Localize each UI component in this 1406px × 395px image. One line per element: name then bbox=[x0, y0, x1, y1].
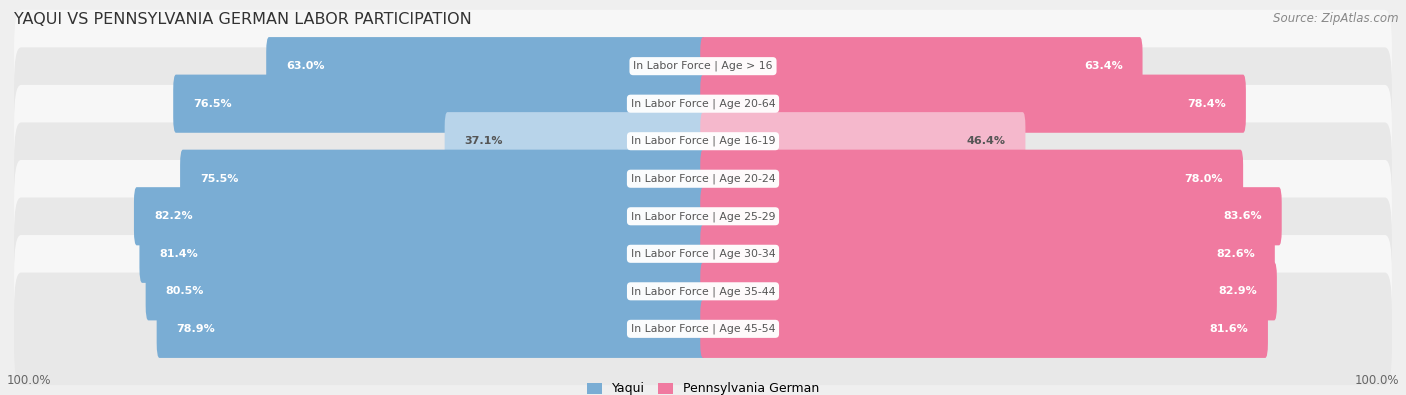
Text: 82.9%: 82.9% bbox=[1218, 286, 1257, 296]
FancyBboxPatch shape bbox=[156, 300, 706, 358]
FancyBboxPatch shape bbox=[700, 150, 1243, 208]
Text: YAQUI VS PENNSYLVANIA GERMAN LABOR PARTICIPATION: YAQUI VS PENNSYLVANIA GERMAN LABOR PARTI… bbox=[14, 12, 472, 27]
FancyBboxPatch shape bbox=[700, 112, 1025, 170]
FancyBboxPatch shape bbox=[14, 47, 1392, 160]
FancyBboxPatch shape bbox=[146, 262, 706, 320]
Text: 100.0%: 100.0% bbox=[1354, 374, 1399, 387]
FancyBboxPatch shape bbox=[14, 235, 1392, 348]
Text: 82.2%: 82.2% bbox=[153, 211, 193, 221]
Text: In Labor Force | Age 35-44: In Labor Force | Age 35-44 bbox=[631, 286, 775, 297]
FancyBboxPatch shape bbox=[14, 198, 1392, 310]
Text: 100.0%: 100.0% bbox=[7, 374, 52, 387]
FancyBboxPatch shape bbox=[444, 112, 706, 170]
Text: 81.6%: 81.6% bbox=[1209, 324, 1249, 334]
Text: 82.6%: 82.6% bbox=[1216, 249, 1254, 259]
FancyBboxPatch shape bbox=[180, 150, 706, 208]
FancyBboxPatch shape bbox=[14, 160, 1392, 273]
FancyBboxPatch shape bbox=[14, 273, 1392, 385]
Text: In Labor Force | Age 20-24: In Labor Force | Age 20-24 bbox=[631, 173, 775, 184]
FancyBboxPatch shape bbox=[700, 187, 1282, 245]
Text: 75.5%: 75.5% bbox=[200, 174, 239, 184]
FancyBboxPatch shape bbox=[700, 75, 1246, 133]
Text: In Labor Force | Age 16-19: In Labor Force | Age 16-19 bbox=[631, 136, 775, 147]
Text: 83.6%: 83.6% bbox=[1223, 211, 1261, 221]
Text: 78.4%: 78.4% bbox=[1187, 99, 1226, 109]
Text: 37.1%: 37.1% bbox=[464, 136, 503, 146]
Text: 63.4%: 63.4% bbox=[1084, 61, 1122, 71]
FancyBboxPatch shape bbox=[14, 85, 1392, 198]
Text: 46.4%: 46.4% bbox=[966, 136, 1005, 146]
FancyBboxPatch shape bbox=[700, 300, 1268, 358]
Text: 80.5%: 80.5% bbox=[166, 286, 204, 296]
Text: Source: ZipAtlas.com: Source: ZipAtlas.com bbox=[1274, 12, 1399, 25]
FancyBboxPatch shape bbox=[173, 75, 706, 133]
FancyBboxPatch shape bbox=[266, 37, 706, 95]
FancyBboxPatch shape bbox=[700, 225, 1275, 283]
Text: 78.0%: 78.0% bbox=[1185, 174, 1223, 184]
Text: In Labor Force | Age > 16: In Labor Force | Age > 16 bbox=[633, 61, 773, 71]
FancyBboxPatch shape bbox=[14, 10, 1392, 122]
Text: 81.4%: 81.4% bbox=[159, 249, 198, 259]
FancyBboxPatch shape bbox=[134, 187, 706, 245]
Text: In Labor Force | Age 45-54: In Labor Force | Age 45-54 bbox=[631, 324, 775, 334]
FancyBboxPatch shape bbox=[14, 122, 1392, 235]
Text: 63.0%: 63.0% bbox=[287, 61, 325, 71]
FancyBboxPatch shape bbox=[700, 37, 1143, 95]
Text: In Labor Force | Age 25-29: In Labor Force | Age 25-29 bbox=[631, 211, 775, 222]
FancyBboxPatch shape bbox=[139, 225, 706, 283]
Text: 78.9%: 78.9% bbox=[177, 324, 215, 334]
Legend: Yaqui, Pennsylvania German: Yaqui, Pennsylvania German bbox=[588, 382, 818, 395]
Text: 76.5%: 76.5% bbox=[193, 99, 232, 109]
FancyBboxPatch shape bbox=[700, 262, 1277, 320]
Text: In Labor Force | Age 30-34: In Labor Force | Age 30-34 bbox=[631, 248, 775, 259]
Text: In Labor Force | Age 20-64: In Labor Force | Age 20-64 bbox=[631, 98, 775, 109]
